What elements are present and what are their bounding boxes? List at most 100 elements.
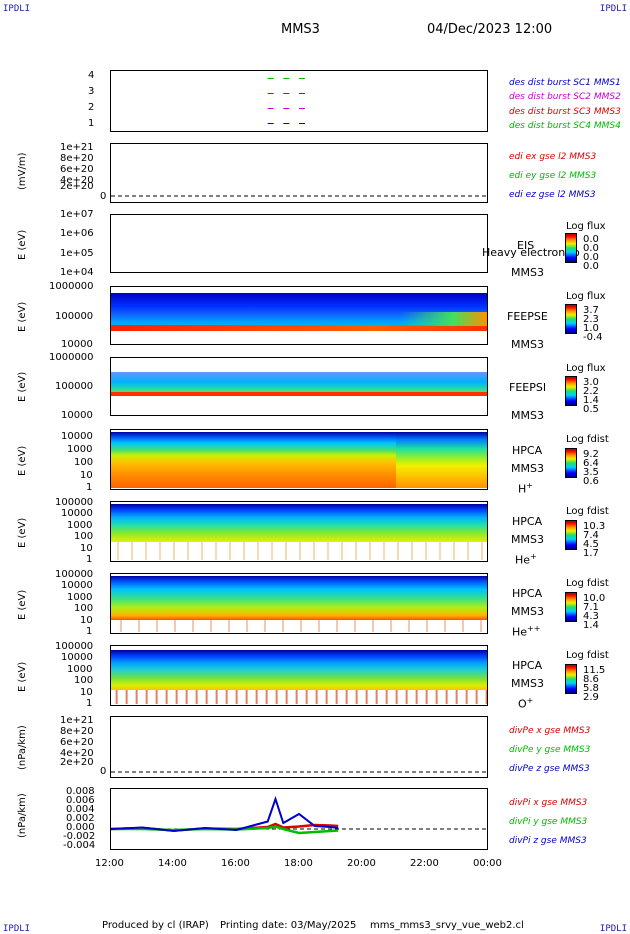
hpca-h-panel [110, 429, 488, 490]
feepse-instrument-label: FEEPSE [507, 310, 548, 323]
x-tick-label: 22:00 [410, 858, 439, 869]
eis-colorbar-value: 0.0 [583, 261, 599, 272]
x-tick-label: 20:00 [347, 858, 376, 869]
hpca-hepp-spacecraft-label: MMS3 [511, 605, 544, 618]
hpca-o-colorbar-value: 11.5 [583, 665, 606, 676]
hpca-h-ytick: 1 [86, 482, 93, 493]
hpca-he-ytick: 1000 [67, 520, 93, 531]
divpe-ylabel: (nPa/km) [17, 725, 28, 770]
spacecraft-title: MMS3 [281, 22, 320, 37]
hpca-hepp-instrument-label: HPCA [512, 587, 543, 600]
hpca-h-colorbar-value: 3.5 [583, 467, 599, 478]
x-tick-label: 16:00 [221, 858, 250, 869]
edi-ytick: 0 [100, 191, 107, 202]
feepse-panel [110, 286, 488, 345]
divpe-ytick: 1e+21 [60, 715, 94, 726]
eis-overlap-label: Heavy electron to [482, 246, 580, 259]
hpca-hepp-species-label: He++ [512, 624, 541, 639]
hpca-he-ytick: 100000 [55, 497, 94, 508]
divpe-legend-item: divPe y gse MMS3 [509, 745, 591, 755]
feepsi-ylabel: E (eV) [17, 371, 28, 402]
feepse-ytick: 100000 [55, 311, 94, 322]
des-plot [267, 78, 305, 124]
feepse-colorbar-value: 3.7 [583, 305, 599, 316]
hpca-he-ytick: 10 [80, 543, 93, 554]
divpi-legend-item: divPi z gse MMS3 [509, 836, 587, 846]
hpca-he-ytick: 1 [86, 554, 93, 565]
eis-ytick: 1e+04 [60, 267, 94, 278]
feepse-low-energy-band [111, 325, 487, 331]
hpca-hepp-ytick: 10000 [61, 580, 93, 591]
divpe-legend-item: divPe x gse MMS3 [509, 726, 591, 736]
divpi-ytick: 0.000 [66, 822, 95, 833]
hpca-he-species-label: He+ [515, 552, 537, 567]
footer-script-name: mms_mms3_srvy_vue_web2.cl [370, 920, 524, 931]
hpca-h-spacecraft-label: MMS3 [511, 462, 544, 475]
footer-printing-date: Printing date: 03/May/2025 [220, 920, 357, 931]
hpca-o-species-label: O+ [518, 696, 534, 711]
divpi-ytick: 0.006 [66, 795, 95, 806]
feepsi-spectrogram [111, 372, 487, 394]
divpi-ylabel: (nPa/km) [17, 793, 28, 838]
divpe-ytick: 0 [100, 766, 107, 777]
feepsi-ytick: 10000 [61, 410, 93, 421]
feepse-ytick: 1000000 [49, 281, 94, 292]
hpca-h-colorbar [565, 448, 577, 478]
divpe-plot [111, 771, 487, 773]
divpi-ytick: -0.004 [63, 840, 96, 851]
eis-colorbar [565, 233, 577, 263]
hpca-he-colorbar-value: 1.7 [583, 548, 599, 559]
feepse-ytick: 10000 [61, 339, 93, 350]
footer-produced: Produced by cl (IRAP) [102, 920, 209, 931]
hpca-o-colorbar-value: 2.9 [583, 692, 599, 703]
hpca-o-colorbar-value: 8.6 [583, 674, 599, 685]
hpca-hepp-colorbar-value: 1.4 [583, 620, 599, 631]
edi-legend-item: edi ez gse l2 MMS3 [509, 190, 596, 200]
divpi-ytick: -0.002 [63, 831, 96, 842]
eis-spacecraft-label: MMS3 [511, 266, 544, 279]
eis-colorbar-title: Log flux [566, 221, 606, 232]
des-ytick: 4 [88, 70, 95, 81]
feepsi-ytick: 1000000 [49, 352, 94, 363]
eis-ytick: 1e+05 [60, 248, 94, 259]
x-tick-label: 12:00 [95, 858, 124, 869]
des-ytick: 3 [88, 86, 95, 97]
hpca-he-ytick: 100 [74, 531, 94, 542]
hpca-o-instrument-label: HPCA [512, 659, 543, 672]
hpca-he-colorbar-value: 7.4 [583, 530, 599, 541]
hpca-hepp-ylabel: E (eV) [17, 589, 28, 620]
hpca-he-colorbar [565, 520, 577, 550]
edi-legend-item: edi ey gse l2 MMS3 [509, 171, 597, 181]
eis-ytick: 1e+06 [60, 228, 94, 239]
feepsi-colorbar-value: 2.2 [583, 386, 599, 397]
hpca-o-ytick: 1000 [67, 664, 93, 675]
eis-colorbar-value: 0.0 [583, 243, 599, 254]
divpi-ytick: 0.002 [66, 813, 95, 824]
des-legend-item: des dist burst SC2 MMS2 [509, 92, 621, 102]
feepse-enhancement [401, 312, 487, 326]
eis-ylabel: E (eV) [17, 229, 28, 260]
hpca-o-spectrogram [111, 650, 487, 690]
hpca-h-ytick: 10 [80, 470, 93, 481]
hpca-o-colorbar-title: Log fdist [566, 650, 609, 661]
x-tick-label: 14:00 [158, 858, 187, 869]
edi-panel [110, 143, 488, 203]
hpca-he-panel [110, 501, 488, 562]
hpca-o-ytick: 1 [86, 698, 93, 709]
eis-ytick: 1e+07 [60, 209, 94, 220]
hpca-h-species-label: H+ [518, 481, 533, 496]
feepse-colorbar-value: 1.0 [583, 323, 599, 334]
feepsi-instrument-label: FEEPSI [509, 381, 547, 394]
eis-panel [110, 214, 488, 273]
corner-label-top-right: IPDLI [599, 4, 627, 14]
hpca-o-panel [110, 645, 488, 706]
hpca-hepp-colorbar [565, 592, 577, 622]
feepsi-ytick: 100000 [55, 381, 94, 392]
hpca-hepp-colorbar-title: Log fdist [566, 578, 609, 589]
des-ytick: 2 [88, 102, 95, 113]
hpca-he-instrument-label: HPCA [512, 515, 543, 528]
feepse-colorbar-value: -0.4 [583, 332, 603, 343]
corner-label-bottom-right: IPDLI [599, 924, 627, 934]
feepsi-colorbar-value: 0.5 [583, 404, 599, 415]
hpca-h-ytick: 1000 [67, 444, 93, 455]
